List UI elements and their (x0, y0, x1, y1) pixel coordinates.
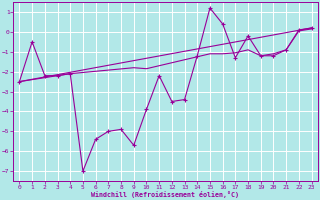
X-axis label: Windchill (Refroidissement éolien,°C): Windchill (Refroidissement éolien,°C) (92, 191, 239, 198)
